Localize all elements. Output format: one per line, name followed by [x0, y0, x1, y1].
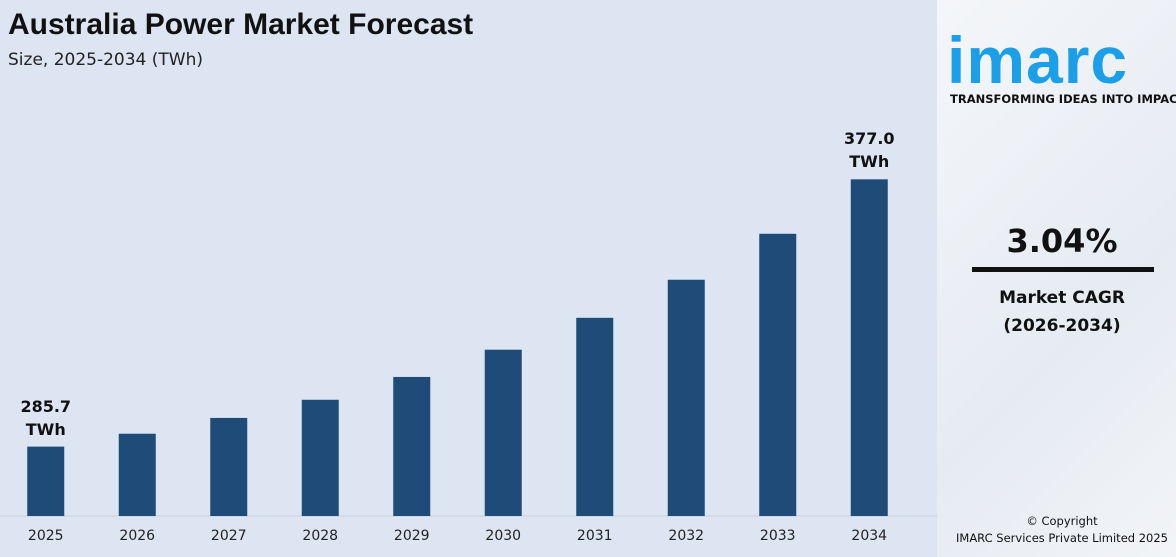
chart-title: Australia Power Market Forecast: [8, 8, 474, 41]
copyright: © Copyright: [1026, 514, 1098, 528]
x-tick-label: 2025: [28, 528, 64, 544]
x-tick-label: 2030: [485, 528, 521, 544]
bar: [667, 279, 705, 516]
value-label: 285.7 TWh: [20, 396, 72, 439]
bar: [27, 446, 65, 516]
bar: [118, 433, 156, 516]
bar: [850, 179, 888, 517]
x-tick-label: 2026: [119, 528, 155, 544]
bar: [210, 417, 248, 516]
bar: [484, 349, 522, 516]
bar: [301, 399, 339, 516]
x-tick-label: 2034: [851, 528, 887, 544]
chart: 2025 2026 2027 2028 2029 2030 2031 2032 2033 2034: [0, 179, 937, 544]
divider: [972, 267, 1154, 272]
x-tick-label: 2029: [394, 528, 430, 544]
x-tick-label: 2027: [211, 528, 247, 544]
company: IMARC Services Private Limited 2025: [956, 531, 1168, 545]
bar: [576, 317, 614, 516]
x-tick-label: 2032: [668, 528, 704, 544]
x-tick-label: 2033: [760, 528, 796, 544]
logo: imarc: [947, 23, 1129, 97]
sidebar: imarc TRANSFORMING IDEAS INTO IMPACT 3.0…: [937, 0, 1176, 557]
tagline: TRANSFORMING IDEAS INTO IMPACT: [950, 92, 1176, 106]
x-tick-label: 2028: [302, 528, 338, 544]
cagr-label: Market CAGR (2026-2034): [999, 288, 1125, 336]
chart-subtitle: Size, 2025-2034 (TWh): [8, 50, 204, 70]
x-tick-label: 2031: [577, 528, 613, 544]
cagr-value: 3.04%: [1006, 222, 1118, 260]
bar: [393, 376, 431, 516]
bar: [759, 233, 797, 516]
value-label: 377.0 TWh: [843, 129, 895, 172]
